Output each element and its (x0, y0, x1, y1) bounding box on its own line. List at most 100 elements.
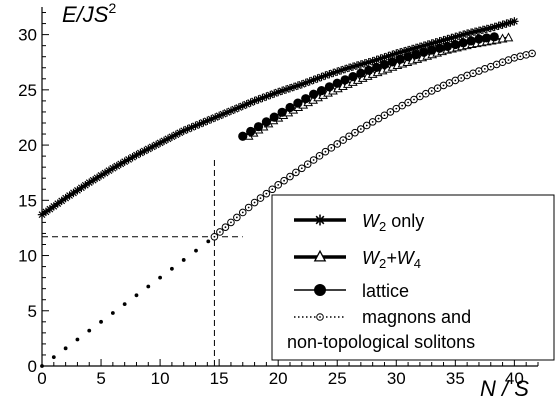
magnon-circle-point-dot (472, 72, 474, 75)
w2-only-asterisk-point-stroke (424, 41, 432, 48)
magnon-circle-point (357, 125, 365, 133)
lattice-point-shape (387, 57, 397, 67)
x-tick-label: 25 (328, 369, 347, 388)
lattice-point-shape (253, 122, 264, 132)
legend-item-w2-only: W2 only (294, 211, 424, 234)
lattice-point-shape (482, 33, 492, 43)
lattice-point-shape (434, 43, 445, 53)
w2-only-asterisk-point-stroke (416, 43, 424, 51)
magnon-circle-point (327, 144, 336, 152)
magnon-circle-point-dot (507, 59, 510, 61)
w2-only-asterisk-point-stroke (322, 72, 329, 79)
w2-only-asterisk-point-stroke (463, 30, 471, 37)
magnon-circle-point-dot (525, 53, 528, 56)
magnon-circle-point (292, 168, 300, 177)
magnon-circle-point-dot (442, 84, 445, 87)
w2-only-asterisk-point-stroke (479, 26, 487, 34)
w2-only-asterisk-point-stroke (412, 44, 420, 52)
legend-item-w2-w4: W2+W4 (294, 248, 421, 271)
magnon-circle-point-dot (365, 124, 368, 127)
lattice-point-shape (277, 107, 287, 117)
legend-item-lattice: lattice (294, 281, 409, 301)
lattice-point (466, 36, 476, 46)
magnon-circle-point (268, 185, 277, 194)
legend-label-magnons-line1: magnons and (362, 307, 471, 327)
w2-only-asterisk-point-stroke (361, 59, 369, 67)
lattice-point-shape (419, 47, 429, 57)
magnon-dot-point (194, 248, 198, 253)
w2-only-asterisk-point-stroke (377, 55, 384, 62)
w2-only-asterisk-point-stroke (369, 57, 377, 65)
w2-only-asterisk-point-stroke (404, 46, 412, 54)
w2-only-asterisk-point-stroke (475, 27, 483, 35)
w2-only-asterisk-point-stroke (495, 22, 503, 30)
magnon-circle-point-dot (300, 167, 303, 170)
magnon-circle-point (309, 156, 318, 164)
magnon-circle-point (286, 172, 294, 181)
lattice-point (411, 49, 421, 60)
magnon-circle-point (380, 111, 389, 120)
lattice-point (356, 68, 366, 78)
legend-marker-glyph-stroke (315, 215, 325, 225)
magnon-circle-point-dot (235, 216, 238, 219)
x-tick-label: 10 (151, 369, 170, 388)
magnon-circle-point (233, 213, 241, 222)
magnon-circle-point-dot (342, 139, 345, 142)
w2-only-asterisk-point-stroke (357, 61, 365, 68)
w2-only-asterisk-point-stroke (286, 84, 294, 92)
w2-only-asterisk-point (281, 85, 291, 94)
magnon-circle-point-dot (448, 82, 451, 84)
magnon-circle-point-dot (295, 171, 297, 174)
magnon-circle-point (210, 232, 219, 241)
w2-only-asterisk-point-stroke (448, 34, 455, 42)
legend-marker-glyph-shape (314, 284, 326, 296)
magnon-circle-point (362, 121, 371, 130)
lattice-point-shape (301, 94, 311, 104)
w2-only-asterisk-point-stroke (333, 68, 341, 76)
magnon-circle-point-dot (330, 146, 333, 149)
magnon-circle-point-dot (466, 74, 469, 77)
magnon-circle-point (274, 181, 282, 189)
lattice-point (261, 117, 271, 127)
w2-only-asterisk-point-stroke (420, 42, 428, 50)
magnon-circle-point-dot (483, 67, 486, 70)
w2-only-asterisk-point-stroke (381, 53, 388, 61)
y-tick-label: 5 (28, 302, 37, 321)
magnon-circle-point-dot (419, 95, 421, 98)
lattice-point (285, 102, 295, 113)
lattice-point-shape (269, 112, 279, 122)
magnon-circle-point (238, 208, 247, 217)
magnon-circle-point-dot (401, 104, 404, 107)
lattice-point (458, 38, 468, 48)
magnon-circle-point-dot (348, 135, 350, 138)
magnon-circle-point (351, 128, 359, 137)
magnon-circle-point (475, 67, 483, 75)
w2-only-asterisk-point-stroke (294, 82, 302, 90)
magnon-circle-point (321, 147, 330, 156)
magnon-circle-point-dot (371, 120, 374, 123)
magnon-circle-point-dot (495, 63, 498, 66)
legend-marker-glyph-shape (313, 249, 327, 262)
magnon-circle-point-dot (259, 197, 262, 199)
w2-only-asterisk-point-stroke (388, 51, 396, 59)
w2-only-asterisk-point-stroke (282, 86, 290, 93)
w2-only-asterisk-point-stroke (487, 24, 495, 32)
magnon-circle-point (244, 203, 253, 212)
legend-marker-filled-circle (314, 284, 326, 296)
lattice-point (442, 41, 453, 51)
w2-only-asterisk-point-stroke (436, 37, 443, 45)
lattice-point (293, 98, 303, 108)
magnon-circle-point-dot (407, 101, 409, 104)
magnon-circle-point (303, 160, 312, 168)
magnon-circle-point-dot (501, 61, 504, 64)
lattice-point-shape (316, 85, 327, 96)
legend-label-w2-w4: W2+W4 (362, 248, 421, 271)
w2-only-asterisk-point-stroke (278, 87, 286, 95)
w2-only-asterisk-point-stroke (507, 19, 514, 26)
lattice-point-shape (364, 65, 374, 75)
magnon-dot-point (75, 337, 80, 342)
lattice-point (489, 32, 499, 42)
w2-only-asterisk-point-stroke (385, 52, 392, 60)
w2-only-asterisk-point-stroke (471, 28, 479, 36)
y-tick-label: 30 (18, 26, 37, 45)
